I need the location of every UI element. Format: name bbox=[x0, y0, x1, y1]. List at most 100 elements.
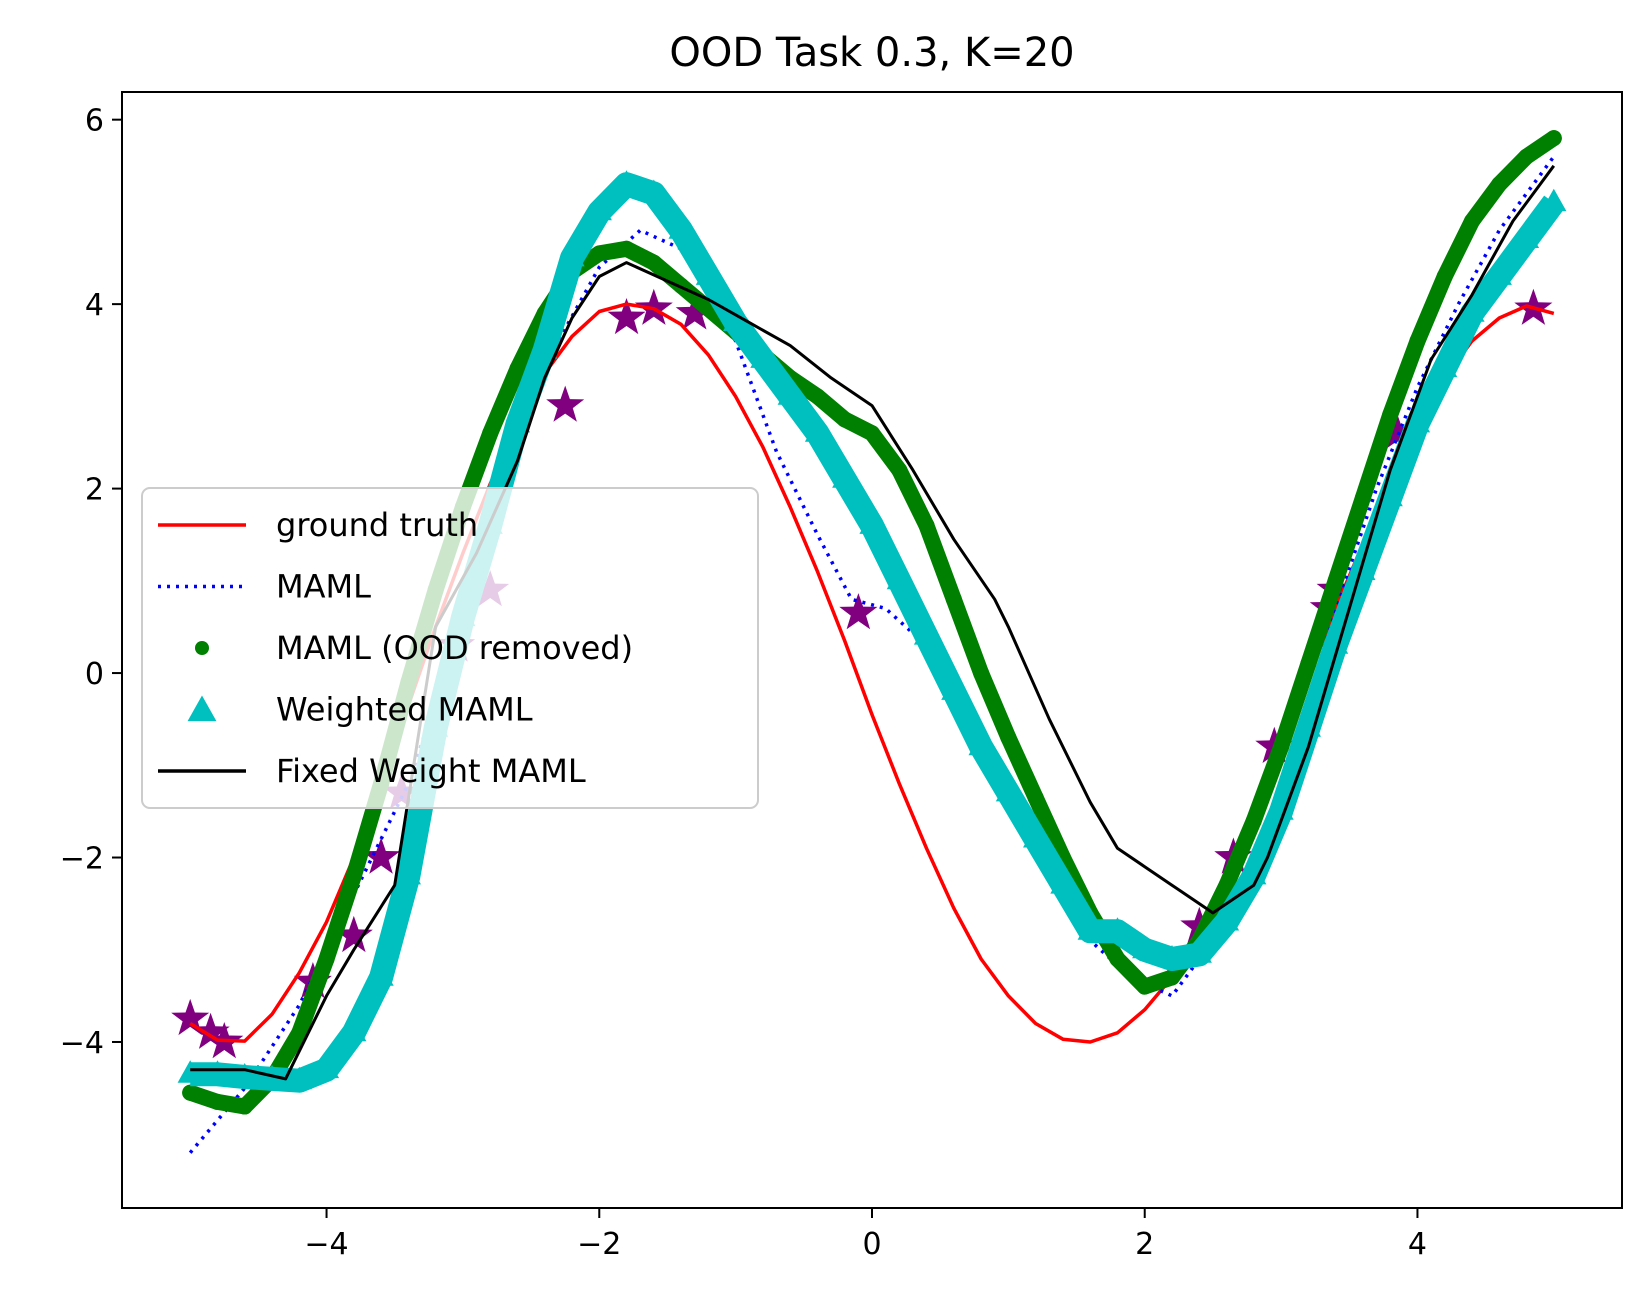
data-point bbox=[591, 245, 608, 262]
data-point bbox=[546, 385, 585, 422]
data-point bbox=[171, 998, 210, 1036]
data-point bbox=[1023, 825, 1049, 848]
legend-entry-ground-truth: ground truth bbox=[158, 506, 478, 544]
data-point bbox=[1432, 354, 1458, 378]
data-point bbox=[1136, 978, 1153, 995]
data-point bbox=[864, 425, 880, 442]
data-point bbox=[1295, 714, 1321, 737]
data-point bbox=[1486, 262, 1512, 285]
data-point bbox=[532, 336, 558, 359]
data-point bbox=[618, 240, 635, 257]
data-point bbox=[1109, 950, 1126, 967]
data-point bbox=[1050, 871, 1076, 894]
data-point bbox=[362, 837, 401, 874]
data-point bbox=[1241, 862, 1267, 885]
data-point bbox=[973, 665, 990, 682]
data-point bbox=[777, 382, 803, 405]
data-point bbox=[1464, 213, 1480, 230]
data-point bbox=[891, 462, 908, 479]
data-point bbox=[1323, 631, 1349, 654]
data-point bbox=[482, 425, 499, 442]
data-point bbox=[1459, 299, 1485, 322]
legend-label: Weighted MAML bbox=[276, 691, 533, 729]
data-point bbox=[368, 963, 394, 986]
data-point bbox=[586, 197, 612, 221]
data-point bbox=[1541, 188, 1567, 212]
legend-label: ground truth bbox=[276, 506, 478, 544]
data-point bbox=[313, 1055, 340, 1079]
data-point bbox=[1273, 738, 1290, 755]
data-point bbox=[1545, 130, 1562, 147]
data-point bbox=[204, 1060, 231, 1083]
data-point bbox=[668, 216, 694, 239]
data-point bbox=[177, 1060, 203, 1083]
data-point bbox=[634, 288, 673, 325]
data-point bbox=[750, 345, 776, 368]
data-point bbox=[1513, 225, 1540, 248]
data-point bbox=[1164, 969, 1180, 986]
legend-swatch bbox=[195, 641, 209, 655]
legend: ground truth MAML MAML (OOD removed) Weight… bbox=[141, 487, 759, 809]
legend-label: MAML (OOD removed) bbox=[276, 629, 633, 667]
data-point bbox=[191, 1012, 230, 1049]
x-tick-label: 4 bbox=[1408, 1227, 1427, 1262]
data-point bbox=[1213, 908, 1240, 931]
data-point bbox=[291, 1024, 308, 1041]
legend-entry-maml: MAML bbox=[158, 568, 371, 606]
data-point bbox=[286, 1066, 312, 1090]
data-point bbox=[809, 388, 826, 405]
data-point bbox=[1409, 333, 1426, 350]
data-point bbox=[968, 732, 994, 756]
data-point bbox=[1327, 572, 1344, 589]
data-point bbox=[1436, 268, 1453, 285]
x-tick-label: 2 bbox=[1135, 1227, 1154, 1262]
data-point bbox=[675, 293, 714, 330]
x-tick-label: 0 bbox=[862, 1227, 881, 1262]
data-point bbox=[723, 308, 749, 331]
data-point bbox=[1218, 877, 1235, 894]
data-point bbox=[232, 1063, 258, 1086]
y-tick-label: 4 bbox=[85, 288, 104, 323]
data-point bbox=[804, 419, 831, 442]
data-point bbox=[1378, 413, 1416, 450]
data-point bbox=[1000, 729, 1017, 746]
data-point bbox=[1245, 812, 1262, 829]
data-point bbox=[1132, 935, 1158, 959]
data-point bbox=[182, 1084, 199, 1101]
data-point bbox=[613, 170, 640, 193]
x-tick-label: −2 bbox=[577, 1227, 621, 1262]
data-point bbox=[645, 254, 662, 271]
data-point bbox=[832, 465, 858, 488]
data-point bbox=[395, 862, 421, 885]
data-point bbox=[839, 593, 878, 630]
legend-entry-weighted-maml: Weighted MAML bbox=[187, 691, 533, 729]
data-point bbox=[341, 1018, 367, 1042]
data-point bbox=[1354, 489, 1371, 506]
legend-label: Fixed Weight MAML bbox=[276, 752, 586, 790]
series-weighted-maml bbox=[177, 170, 1567, 1093]
data-point bbox=[859, 511, 885, 534]
data-point bbox=[236, 1098, 253, 1115]
legend-swatch bbox=[187, 695, 217, 722]
legend-entry-maml-ood-removed: MAML (OOD removed) bbox=[195, 629, 633, 667]
y-tick-label: 2 bbox=[85, 473, 104, 508]
data-point bbox=[1300, 655, 1317, 672]
data-point bbox=[318, 950, 335, 967]
legend-entry-fixed-weight-maml: Fixed Weight MAML bbox=[158, 752, 586, 790]
data-point bbox=[334, 915, 373, 953]
data-point bbox=[1350, 557, 1376, 580]
legend-box bbox=[141, 487, 759, 809]
x-tick-label: −4 bbox=[304, 1227, 348, 1262]
data-point bbox=[1404, 410, 1431, 433]
y-tick-label: −2 bbox=[60, 842, 104, 877]
data-point bbox=[1518, 148, 1535, 165]
data-point bbox=[695, 262, 721, 285]
data-point bbox=[913, 622, 940, 645]
data-point bbox=[1268, 797, 1294, 820]
y-tick-label: 6 bbox=[85, 104, 104, 139]
data-point bbox=[504, 410, 531, 433]
x-axis: −4 −2 0 2 4 bbox=[304, 1208, 1427, 1262]
data-point bbox=[918, 517, 935, 534]
y-tick-label: −4 bbox=[60, 1026, 104, 1061]
data-point bbox=[1377, 483, 1403, 507]
